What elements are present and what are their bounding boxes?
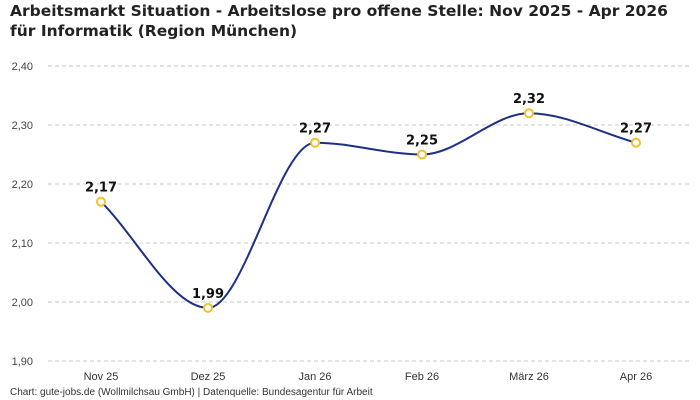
x-axis-ticks: Nov 25 Dez 25 Jan 26 Feb 26 März 26 Apr 26: [84, 371, 653, 383]
data-point: [310, 137, 320, 148]
data-label: 2,17: [85, 181, 117, 196]
x-tick-label: Apr 26: [620, 371, 652, 383]
data-label: 2,32: [513, 92, 545, 107]
series-line: [100, 112, 637, 309]
y-tick-label: 2,10: [12, 238, 33, 250]
y-tick-label: 1,90: [12, 356, 33, 368]
data-labels: 2,17 1,99 2,27 2,25 2,32 2,27: [85, 92, 652, 302]
x-tick-label: Nov 25: [84, 371, 119, 383]
data-point: [417, 149, 427, 160]
y-tick-label: 2,20: [12, 179, 33, 191]
chart-title: Arbeitsmarkt Situation - Arbeitslose pro…: [10, 2, 668, 40]
data-point: [96, 196, 106, 207]
data-markers: [96, 108, 641, 313]
source-note: Chart: gute-jobs.de (Wollmilchsau GmbH) …: [10, 387, 373, 398]
x-tick-label: Dez 25: [191, 371, 226, 383]
x-tick-label: Jan 26: [298, 371, 331, 383]
x-tick-label: März 26: [509, 371, 549, 383]
gridlines: [48, 65, 690, 362]
data-label: 2,25: [406, 134, 438, 149]
x-tick-label: Feb 26: [405, 371, 439, 383]
data-label: 2,27: [620, 122, 652, 137]
data-label: 2,27: [299, 122, 331, 137]
y-axis-ticks: 1,90 2,00 2,10 2,20 2,30 2,40: [12, 61, 33, 368]
data-point: [203, 302, 213, 313]
data-point: [524, 108, 534, 119]
y-tick-label: 2,00: [12, 297, 33, 309]
data-label: 1,99: [192, 287, 224, 302]
data-point: [631, 137, 641, 148]
y-tick-label: 2,40: [12, 61, 33, 73]
y-tick-label: 2,30: [12, 120, 33, 132]
